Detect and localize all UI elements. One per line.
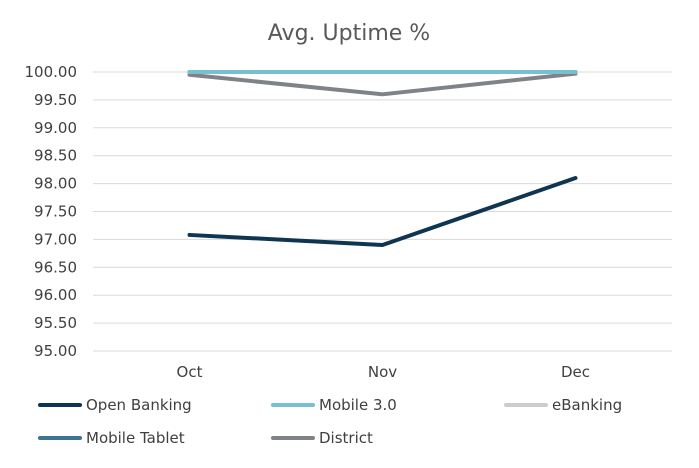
legend-label: Mobile 3.0 <box>319 396 397 414</box>
legend-item-district: District <box>271 429 373 447</box>
chart-title: Avg. Uptime % <box>268 21 430 46</box>
gridlines <box>93 71 672 352</box>
x-tick-label: Nov <box>368 363 397 381</box>
legend-label: District <box>319 429 373 447</box>
y-tick-label: 99.50 <box>34 91 77 109</box>
y-axis-ticks: 95.00 95.50 96.00 96.50 97.00 97.50 98.00 98.50… <box>25 63 78 360</box>
y-tick-label: 100.00 <box>25 63 78 81</box>
y-tick-label: 95.50 <box>34 314 77 332</box>
legend-item-open-banking: Open Banking <box>38 396 192 414</box>
series-lines <box>187 70 578 247</box>
legend-item-mobile-tablet: Mobile Tablet <box>38 429 185 447</box>
y-tick-label: 96.50 <box>34 258 77 276</box>
legend-item-ebanking: eBanking <box>504 396 622 414</box>
x-tick-label: Oct <box>177 363 203 381</box>
y-tick-label: 98.50 <box>34 147 77 165</box>
y-tick-label: 97.00 <box>34 230 77 248</box>
legend-item-mobile-3-0: Mobile 3.0 <box>271 396 397 414</box>
x-tick-label: Dec <box>561 363 590 381</box>
legend-label: Open Banking <box>86 396 192 414</box>
x-axis-ticks: Oct Nov Dec <box>177 363 590 381</box>
legend-label: Mobile Tablet <box>86 429 185 447</box>
legend: Open Banking Mobile 3.0 eBanking Mobile Tab… <box>38 396 622 447</box>
y-tick-label: 97.50 <box>34 203 77 221</box>
y-tick-label: 99.00 <box>34 119 77 137</box>
series-line-district <box>187 71 578 97</box>
y-tick-label: 95.00 <box>34 342 77 360</box>
y-tick-label: 98.00 <box>34 175 77 193</box>
y-tick-label: 96.00 <box>34 286 77 304</box>
legend-label: eBanking <box>552 396 622 414</box>
